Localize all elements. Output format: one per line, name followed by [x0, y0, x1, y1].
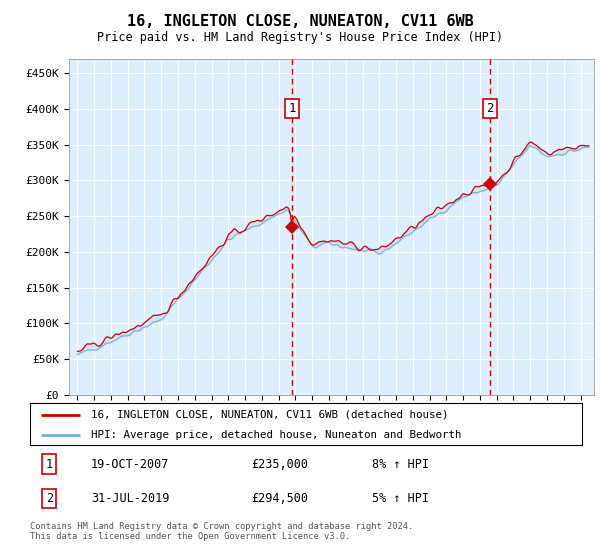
Text: 2: 2	[486, 102, 494, 115]
Text: 1: 1	[289, 102, 296, 115]
Text: £235,000: £235,000	[251, 458, 308, 470]
Text: 2: 2	[46, 492, 53, 505]
Text: 1: 1	[46, 458, 53, 470]
Text: 31-JUL-2019: 31-JUL-2019	[91, 492, 169, 505]
Text: 16, INGLETON CLOSE, NUNEATON, CV11 6WB: 16, INGLETON CLOSE, NUNEATON, CV11 6WB	[127, 14, 473, 29]
Text: 19-OCT-2007: 19-OCT-2007	[91, 458, 169, 470]
Text: HPI: Average price, detached house, Nuneaton and Bedworth: HPI: Average price, detached house, Nune…	[91, 430, 461, 440]
Text: £294,500: £294,500	[251, 492, 308, 505]
Text: 5% ↑ HPI: 5% ↑ HPI	[372, 492, 429, 505]
Text: Contains HM Land Registry data © Crown copyright and database right 2024.
This d: Contains HM Land Registry data © Crown c…	[30, 522, 413, 542]
Text: 16, INGLETON CLOSE, NUNEATON, CV11 6WB (detached house): 16, INGLETON CLOSE, NUNEATON, CV11 6WB (…	[91, 410, 448, 420]
Text: 8% ↑ HPI: 8% ↑ HPI	[372, 458, 429, 470]
Bar	[572, 59, 598, 395]
Text: Price paid vs. HM Land Registry's House Price Index (HPI): Price paid vs. HM Land Registry's House …	[97, 31, 503, 44]
